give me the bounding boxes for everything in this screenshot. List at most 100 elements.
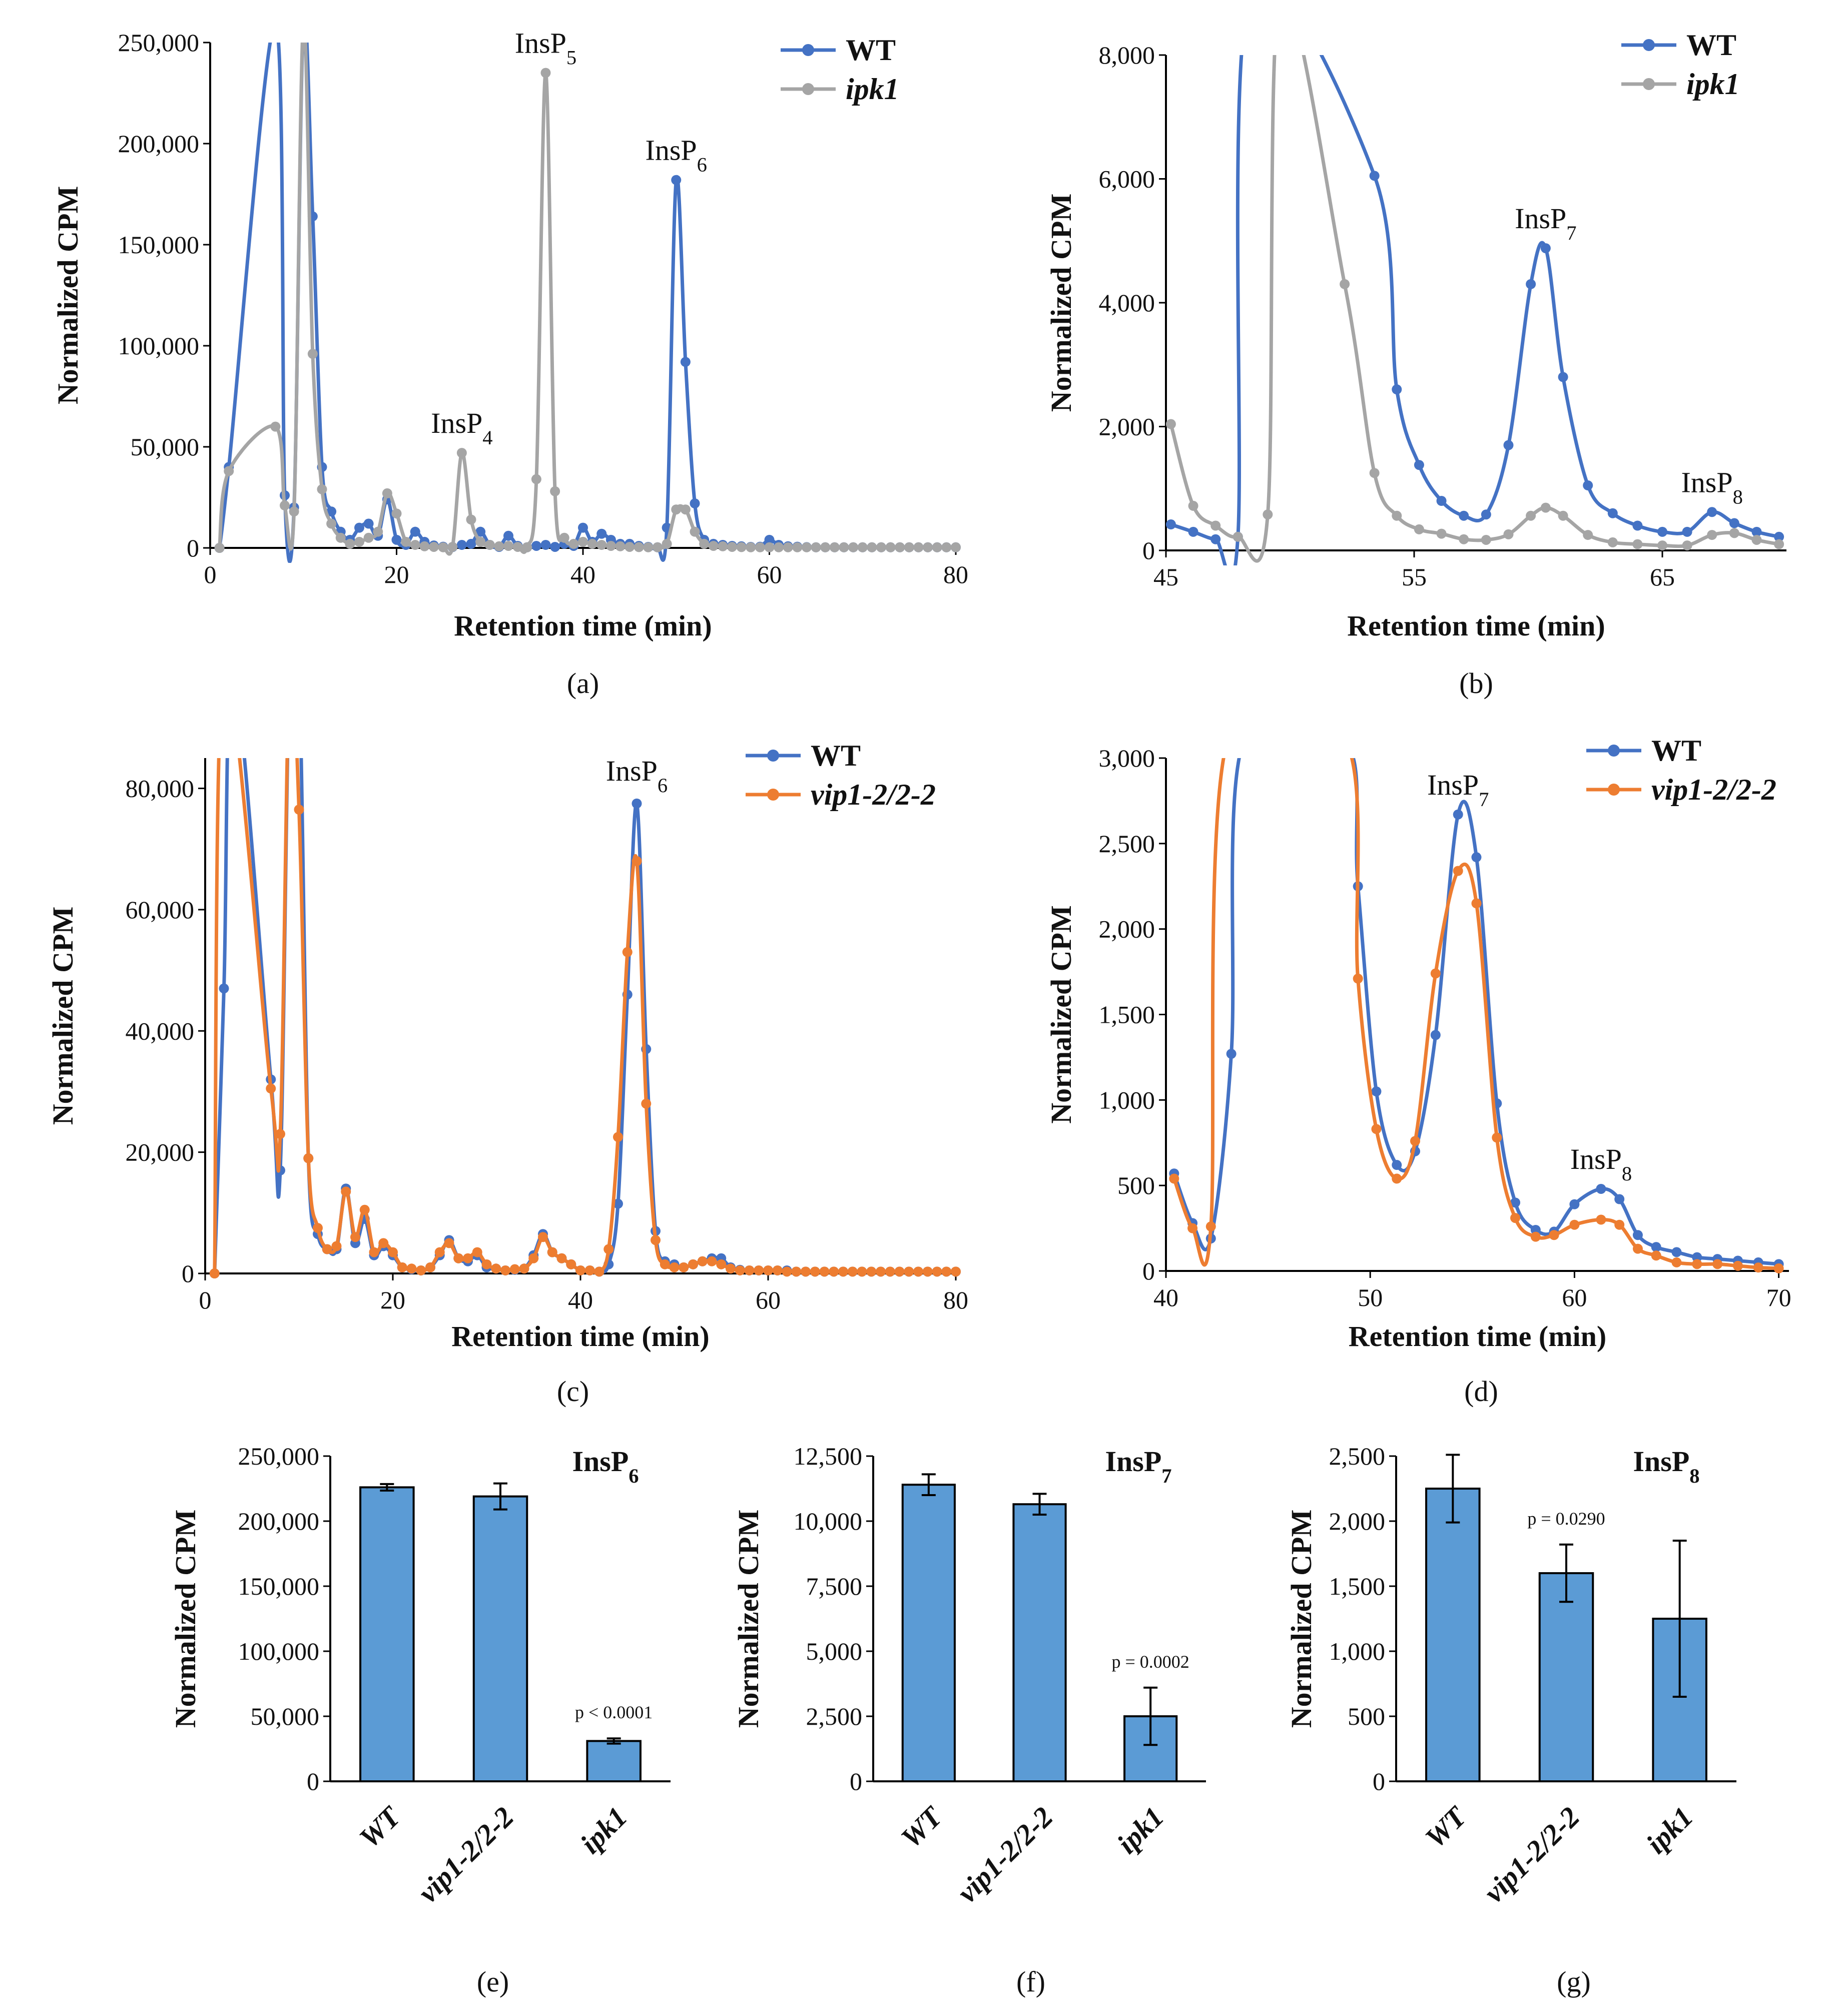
peak-label: InsP8 — [1570, 1143, 1632, 1185]
y-axis-title: Normalized CPM — [732, 1510, 765, 1728]
data-point — [746, 542, 756, 552]
data-point — [904, 542, 914, 552]
data-point — [1682, 540, 1692, 551]
data-point — [538, 1232, 548, 1242]
data-point — [438, 542, 448, 552]
data-point — [313, 1223, 323, 1233]
data-point — [1353, 973, 1363, 984]
data-point — [634, 542, 644, 552]
data-point — [1526, 510, 1536, 521]
data-point — [847, 1266, 858, 1277]
bar-chart-title-subscript: 6 — [629, 1465, 639, 1487]
data-point — [857, 542, 868, 552]
data-point — [466, 514, 476, 525]
data-point — [1369, 171, 1380, 181]
peak-label: InsP7 — [1427, 769, 1489, 811]
data-point — [605, 540, 616, 551]
data-point — [594, 1266, 604, 1277]
data-point — [317, 484, 327, 494]
data-point — [1558, 372, 1568, 382]
bar-chart-title-base: InsP — [1105, 1445, 1161, 1478]
data-point — [941, 1266, 952, 1277]
x-tick-label: 80 — [943, 1286, 968, 1314]
data-point — [708, 540, 719, 551]
data-point — [615, 541, 626, 551]
category-label: vip1-2/2-2 — [951, 1800, 1059, 1909]
x-tick-label: 40 — [570, 560, 595, 588]
data-point — [632, 856, 642, 866]
data-point — [307, 349, 318, 359]
data-point — [214, 543, 225, 553]
legend-label: WT — [1686, 29, 1736, 62]
bar-vip1-2/2-2 — [1538, 1572, 1594, 1782]
data-point — [1632, 539, 1643, 549]
category-label: ipk1 — [1640, 1800, 1699, 1860]
data-point — [303, 1153, 314, 1163]
data-point — [1492, 1132, 1502, 1143]
data-point — [1453, 809, 1463, 820]
data-point — [1651, 1250, 1661, 1261]
x-tick-label: 65 — [1650, 563, 1675, 591]
data-point — [528, 1253, 539, 1263]
data-point — [838, 1266, 848, 1277]
data-point — [503, 530, 513, 541]
bar-chart-title: InsP8 — [1633, 1445, 1699, 1487]
data-point — [275, 1129, 285, 1139]
data-point — [697, 1256, 708, 1266]
data-point — [690, 526, 700, 537]
data-point — [556, 1253, 567, 1263]
y-axis-title: Normalized CPM — [52, 186, 84, 404]
data-point — [219, 983, 229, 994]
data-point — [1569, 1199, 1580, 1209]
data-point — [922, 1266, 933, 1277]
y-tick-label: 2,000 — [1099, 915, 1155, 943]
bar-chart-title-subscript: 7 — [1161, 1465, 1171, 1487]
x-axis-title: Retention time (min) — [454, 609, 712, 642]
data-point — [923, 542, 933, 552]
data-point — [641, 1098, 652, 1109]
data-point — [1503, 440, 1514, 450]
peak-label: InsP5 — [515, 27, 576, 69]
peak-label: InsP7 — [1515, 202, 1576, 244]
data-point — [1707, 530, 1717, 540]
y-tick-label: 100,000 — [238, 1637, 320, 1665]
data-point — [727, 541, 737, 552]
legend-label: WT — [811, 739, 861, 772]
y-tick-label: 200,000 — [238, 1507, 320, 1535]
x-tick-label: 60 — [757, 560, 782, 588]
data-point — [540, 539, 551, 550]
data-point — [1707, 507, 1717, 517]
data-point — [280, 500, 290, 511]
peak-label-subscript: 6 — [658, 774, 668, 796]
data-point — [429, 541, 439, 552]
data-point — [791, 1266, 802, 1277]
legend-label: ipk1 — [846, 73, 899, 106]
data-point — [335, 532, 346, 543]
data-point — [622, 947, 633, 957]
y-tick-label: 500 — [1117, 1171, 1155, 1199]
y-axis-title: Normalized CPM — [169, 1510, 202, 1728]
y-tick-label: 50,000 — [251, 1702, 320, 1730]
data-point — [596, 528, 607, 539]
data-point — [354, 536, 364, 547]
data-point — [801, 1266, 811, 1277]
data-point — [1226, 1049, 1237, 1059]
data-point — [744, 1265, 755, 1275]
series-line-ipk1 — [1169, 55, 1779, 563]
y-tick-label: 7,500 — [806, 1572, 863, 1600]
data-point — [266, 1083, 276, 1094]
data-point — [596, 539, 607, 550]
data-point — [885, 542, 896, 552]
data-point — [603, 1244, 614, 1254]
data-point — [735, 1265, 745, 1275]
data-point — [578, 536, 588, 547]
data-point — [1558, 510, 1568, 521]
data-point — [876, 542, 886, 552]
panel-label: (c) — [557, 1375, 589, 1408]
data-point — [1414, 524, 1424, 534]
data-point — [1340, 279, 1350, 289]
data-point — [1165, 419, 1176, 429]
x-tick-label: 40 — [568, 1286, 593, 1314]
data-point — [519, 1263, 529, 1274]
